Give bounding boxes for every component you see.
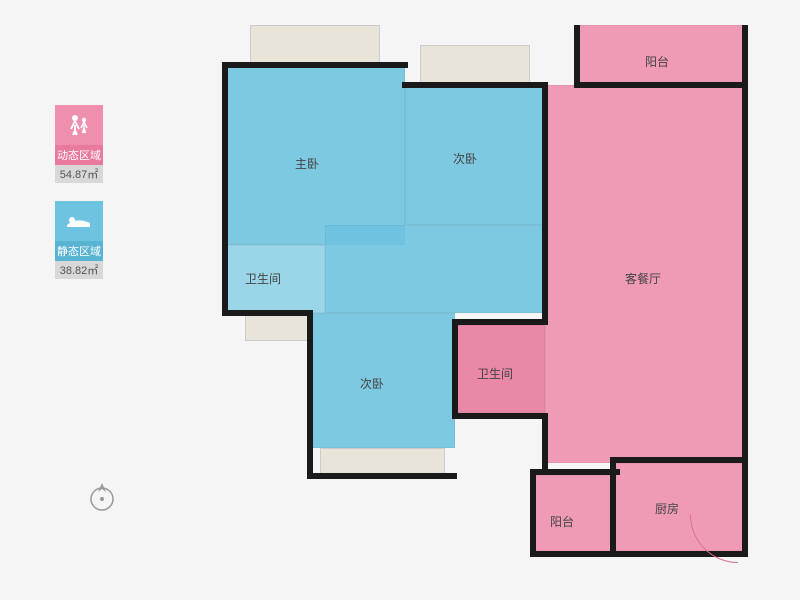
room-hallway [325,225,545,313]
room-label-bathroom2: 卫生间 [477,365,513,382]
legend-panel: 动态区域 54.87㎡ 静态区域 38.82㎡ [55,105,103,297]
floorplan: 阳台客餐厅主卧次卧卫生间次卧卫生间厨房阳台 [195,25,760,580]
legend-static: 静态区域 38.82㎡ [55,201,103,279]
wall-segment [542,413,548,473]
wall-segment [452,319,458,419]
wall-segment [402,82,548,88]
wall-segment [222,62,228,315]
legend-static-label: 静态区域 [55,241,103,261]
window-strip [250,25,380,65]
room-label-bathroom1: 卫生间 [245,270,281,287]
wall-segment [574,82,748,88]
sleep-icon [55,201,103,241]
room-label-living-dining: 客餐厅 [625,270,661,287]
wall-segment [307,473,457,479]
room-label-kitchen: 厨房 [655,500,679,517]
wall-segment [542,82,548,322]
room-label-balcony-bottom: 阳台 [550,513,574,530]
wall-segment [452,319,548,325]
room-label-secondary-bed1: 次卧 [453,150,477,167]
room-label-secondary-bed2: 次卧 [360,375,384,392]
wall-segment [222,62,408,68]
window-strip [420,45,530,85]
window-strip [320,448,445,476]
window-strip [245,313,310,341]
wall-segment [307,310,313,478]
wall-segment [574,25,580,85]
people-icon [55,105,103,145]
wall-segment [530,469,536,557]
wall-segment [742,25,748,553]
wall-segment [610,457,748,463]
legend-dynamic: 动态区域 54.87㎡ [55,105,103,183]
wall-segment [222,310,312,316]
room-label-master-bedroom: 主卧 [295,155,319,172]
compass-icon [85,480,119,514]
legend-dynamic-value: 54.87㎡ [55,165,103,183]
legend-dynamic-label: 动态区域 [55,145,103,165]
wall-segment [530,469,620,475]
room-label-balcony-top: 阳台 [645,53,669,70]
wall-segment [452,413,548,419]
wall-segment [610,457,616,553]
legend-static-value: 38.82㎡ [55,261,103,279]
